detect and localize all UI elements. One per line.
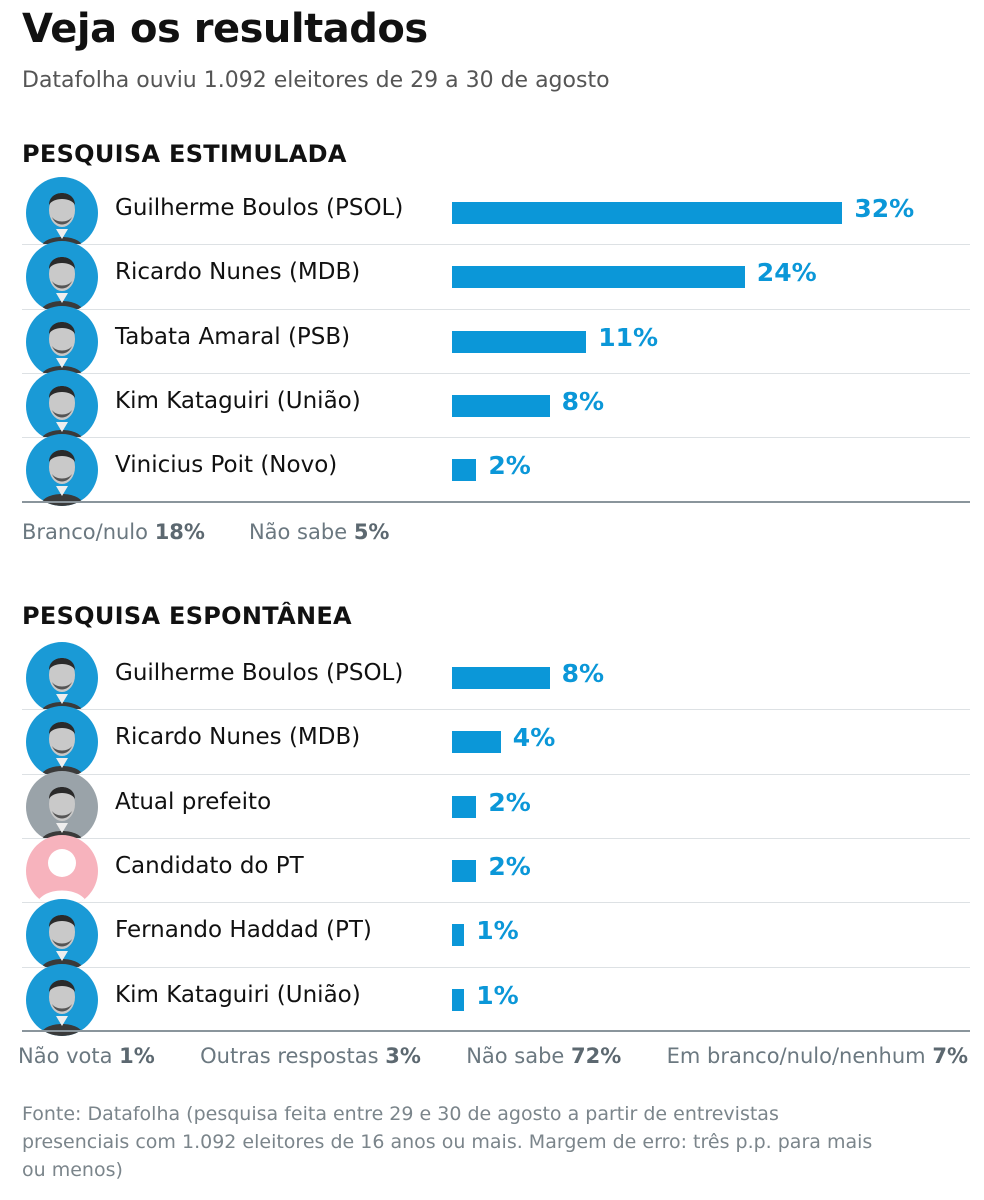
bar-value-label: 8%: [561, 659, 605, 688]
bar-row: Atual prefeito 2%: [22, 770, 970, 843]
row-separator: [22, 709, 970, 711]
bar-row: Ricardo Nunes (MDB) 24%: [22, 241, 970, 314]
bar-value-label: 2%: [488, 851, 531, 881]
bar-row: Kim Kataguiri (União) 1%: [22, 963, 970, 1036]
page-subtitle: Datafolha ouviu 1.092 eleitores de 29 a …: [22, 68, 610, 93]
bar: [452, 459, 477, 482]
candidate-name: Candidato do PT: [115, 852, 304, 879]
candidate-avatar: [26, 963, 98, 1036]
other-response-item: Em branco/nulo/nenhum 7%: [667, 1044, 968, 1068]
bar: [452, 795, 477, 818]
bar-row: Fernando Haddad (PT) 1%: [22, 899, 970, 972]
bar-value-label: 32%: [854, 194, 915, 223]
candidate-avatar: [26, 706, 98, 779]
bar-value-label: 2%: [488, 787, 531, 817]
other-response-value: 1%: [119, 1044, 155, 1068]
row-separator: [22, 902, 970, 904]
baseline-axis: [22, 500, 970, 503]
other-response-value: 18%: [154, 520, 205, 544]
bar-row: Candidato do PT 2%: [22, 834, 970, 907]
candidate-avatar: [26, 834, 98, 907]
other-response-label: Branco/nulo: [22, 520, 148, 544]
bar-row: Kim Kataguiri (União) 8%: [22, 369, 970, 442]
bar-value-label: 2%: [488, 451, 531, 481]
row-separator: [22, 837, 970, 839]
bar-row: Guilherme Boulos (PSOL) 32%: [22, 177, 970, 249]
candidate-name: Tabata Amaral (PSB): [115, 323, 351, 350]
other-response-value: 5%: [353, 520, 390, 544]
other-response-item: Não vota 1%: [18, 1044, 155, 1068]
bar: [452, 667, 550, 689]
bar-row: Guilherme Boulos (PSOL) 8%: [22, 642, 970, 714]
bar: [452, 202, 843, 224]
candidate-avatar: [26, 305, 98, 378]
bar: [452, 266, 745, 289]
bar-row: Vinicius Poit (Novo) 2%: [22, 434, 970, 507]
other-response-value: 72%: [571, 1044, 622, 1068]
candidate-avatar: [26, 434, 98, 507]
other-response-item: Não sabe 72%: [466, 1044, 621, 1068]
candidate-avatar: [26, 770, 98, 843]
source-note: Fonte: Datafolha (pesquisa feita entre 2…: [22, 1103, 873, 1181]
section-title-espontanea: PESQUISA ESPONTÂNEA: [22, 602, 352, 630]
bar-value-label: 24%: [756, 258, 817, 288]
row-separator: [22, 308, 970, 310]
other-response-label: Não sabe: [466, 1044, 565, 1068]
other-response-value: 7%: [932, 1044, 968, 1068]
candidate-avatar: [26, 899, 98, 972]
candidate-avatar: [26, 177, 98, 249]
bar-value-label: 1%: [476, 980, 519, 1010]
bar-row: Tabata Amaral (PSB) 11%: [22, 305, 970, 378]
row-separator: [22, 372, 970, 374]
other-response-label: Não vota: [18, 1044, 113, 1068]
bar: [452, 394, 550, 417]
bar: [452, 330, 587, 353]
candidate-name: Kim Kataguiri (União): [115, 981, 361, 1008]
other-response-item: Branco/nulo 18%: [22, 520, 205, 544]
bar-value-label: 11%: [598, 322, 659, 352]
bar-value-label: 8%: [561, 386, 605, 416]
candidate-avatar: [26, 642, 98, 714]
candidate-name: Ricardo Nunes (MDB): [115, 259, 361, 286]
row-separator: [22, 966, 970, 968]
candidate-name: Fernando Haddad (PT): [115, 917, 372, 944]
bar: [452, 859, 477, 882]
candidate-name: Atual prefeito: [115, 788, 272, 815]
bar: [452, 731, 501, 754]
row-separator: [22, 244, 970, 246]
row-separator: [22, 773, 970, 775]
page-title: Veja os resultados: [22, 6, 428, 52]
candidate-name: Guilherme Boulos (PSOL): [115, 660, 404, 686]
candidate-avatar: [26, 241, 98, 314]
bar: [452, 924, 465, 947]
other-response-label: Outras respostas: [200, 1044, 379, 1068]
bar-row: Ricardo Nunes (MDB) 4%: [22, 706, 970, 779]
candidate-avatar: [26, 369, 98, 442]
candidate-name: Guilherme Boulos (PSOL): [115, 195, 404, 221]
other-response-item: Não sabe 5%: [249, 520, 390, 544]
bar-value-label: 4%: [512, 723, 556, 753]
candidate-name: Kim Kataguiri (União): [115, 387, 361, 414]
baseline-axis: [22, 1029, 970, 1032]
candidate-name: Vinicius Poit (Novo): [115, 452, 338, 479]
section-title-estimulada: PESQUISA ESTIMULADA: [22, 140, 347, 168]
other-responses: Branco/nulo 18% Não sabe 5%: [22, 520, 433, 544]
other-responses: Não vota 1% Outras respostas 3% Não sabe 7…: [18, 1044, 968, 1068]
other-response-item: Outras respostas 3%: [200, 1044, 421, 1068]
bar-value-label: 1%: [476, 916, 519, 946]
row-separator: [22, 437, 970, 439]
other-response-label: Em branco/nulo/nenhum: [666, 1044, 926, 1068]
other-response-value: 3%: [385, 1044, 421, 1068]
bar: [452, 988, 465, 1011]
candidate-name: Ricardo Nunes (MDB): [115, 724, 361, 751]
other-response-label: Não sabe: [248, 520, 348, 544]
